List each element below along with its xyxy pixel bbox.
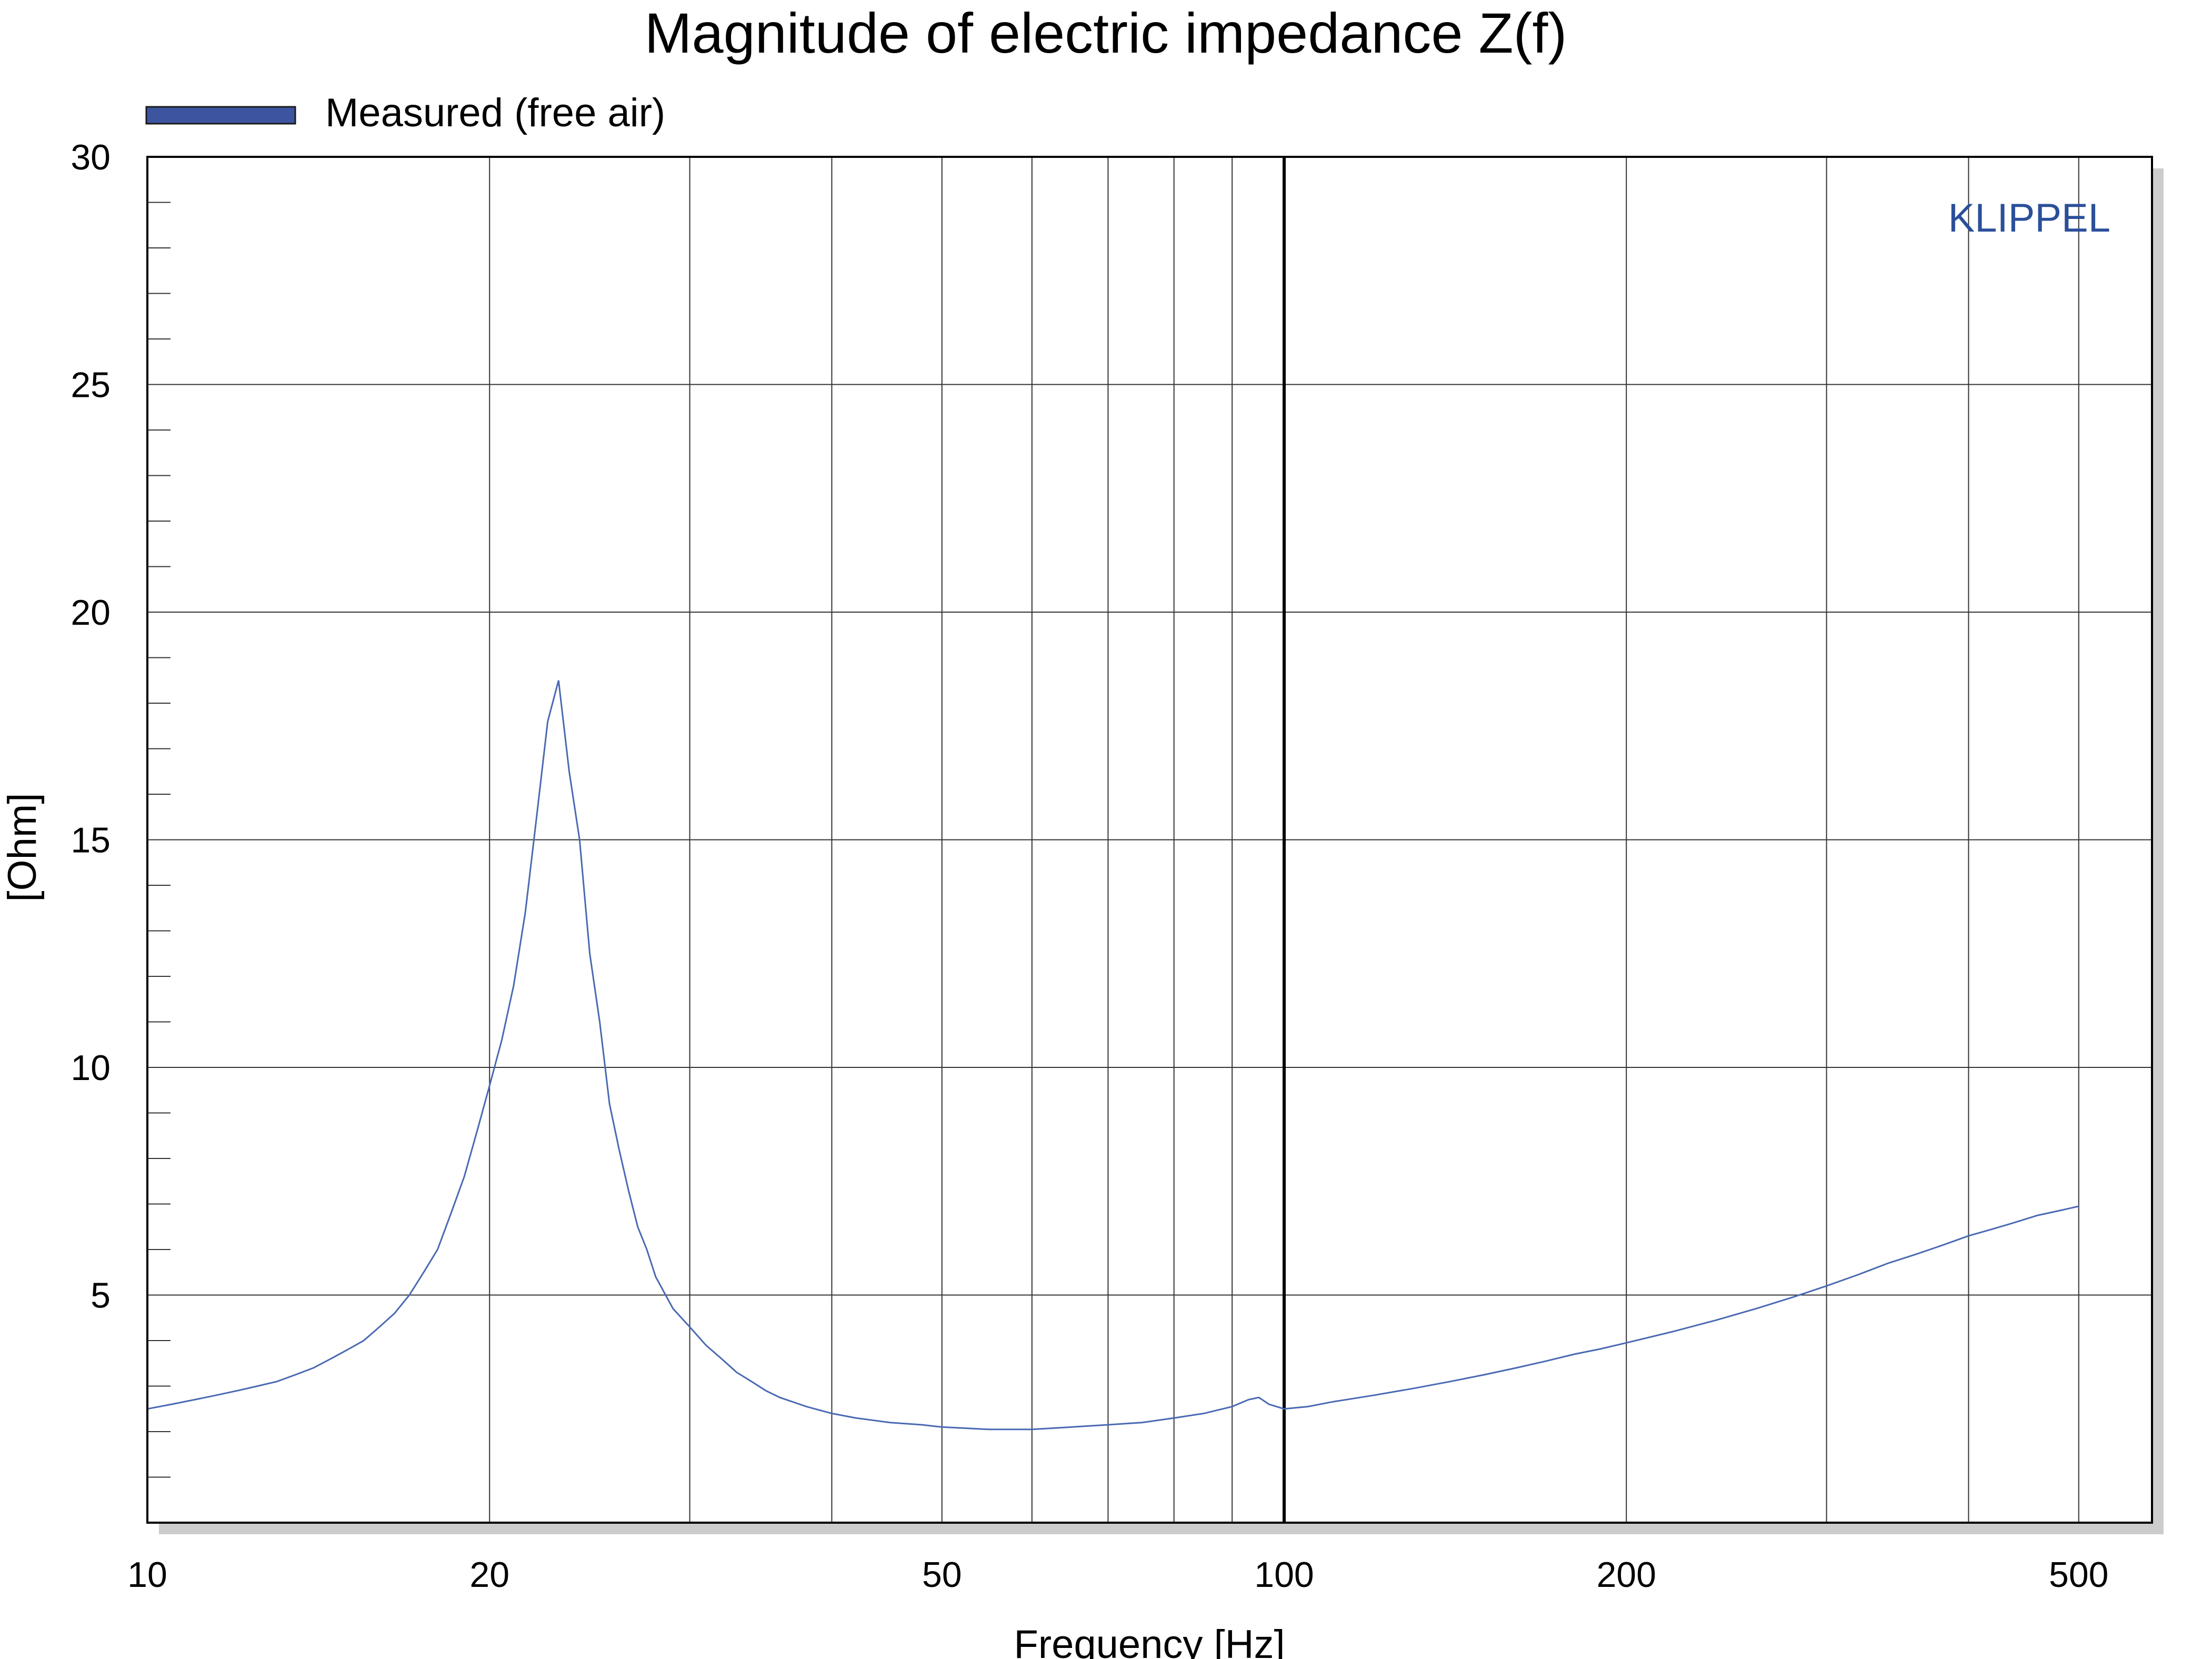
plot-frame <box>146 156 2153 1524</box>
brand-label: KLIPPEL <box>1948 196 2110 241</box>
legend-swatch <box>145 106 296 125</box>
y-tick-label-15: 15 <box>71 821 111 861</box>
x-tick-label-50: 50 <box>922 1555 962 1595</box>
y-minor-ticks <box>147 202 171 1478</box>
y-tick-labels: 5 10 15 20 25 30 <box>71 137 111 1316</box>
x-axis-label: Frequency [Hz] <box>1014 1622 1285 1659</box>
y-axis-label: [Ohm] <box>0 793 45 902</box>
x-tick-label-100: 100 <box>1254 1555 1314 1595</box>
x-tick-labels: 10 20 50 100 200 500 <box>127 1555 2108 1595</box>
x-tick-label-20: 20 <box>469 1555 509 1595</box>
series-line-measured-free-air <box>147 680 2079 1431</box>
x-tick-label-10: 10 <box>127 1555 167 1595</box>
chart-title: Magnitude of electric impedance Z(f) <box>645 1 1567 65</box>
y-tick-label-20: 20 <box>71 593 111 633</box>
y-tick-label-30: 30 <box>71 137 111 177</box>
y-tick-label-5: 5 <box>91 1276 111 1316</box>
x-tick-label-500: 500 <box>2049 1555 2108 1595</box>
x-tick-label-200: 200 <box>1596 1555 1656 1595</box>
y-tick-label-25: 25 <box>71 365 111 405</box>
y-tick-label-10: 10 <box>71 1048 111 1088</box>
legend-label: Measured (free air) <box>325 91 665 135</box>
grid-y <box>147 384 2152 1296</box>
